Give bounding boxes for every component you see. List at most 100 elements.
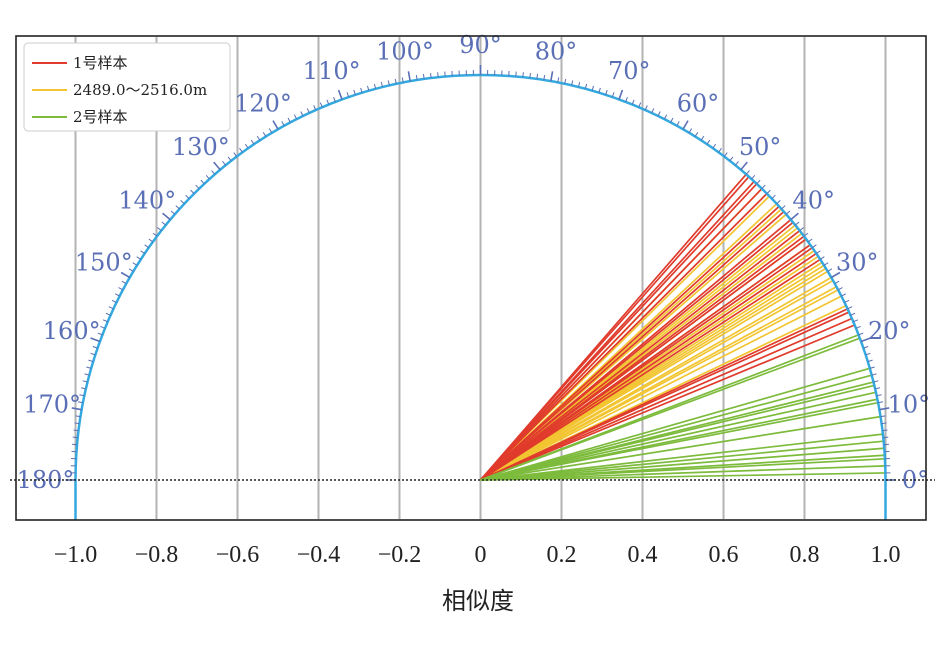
- arc-tick: [90, 352, 96, 356]
- ray-sample1: [480, 324, 855, 481]
- angle-label: 120°: [234, 89, 292, 117]
- arc-tick: [111, 299, 117, 303]
- arc-tick: [306, 108, 310, 114]
- arc-tick: [863, 346, 869, 349]
- arc-tick: [830, 271, 841, 279]
- arc-tick: [380, 82, 384, 88]
- ray-sample1: [479, 219, 792, 481]
- arc-tick: [694, 132, 699, 137]
- arc-tick: [841, 293, 847, 297]
- arc-tick: [121, 280, 127, 285]
- arc-tick: [663, 114, 668, 120]
- ray-sample1: [479, 211, 785, 481]
- arc-tick: [729, 156, 734, 162]
- arc-tick: [422, 73, 425, 80]
- ray-sample1: [480, 258, 821, 481]
- arc-tick: [256, 135, 261, 141]
- series-rays: [479, 173, 886, 481]
- legend: 1号样本 2489.0～2516.0m 2号样本: [23, 42, 231, 132]
- arc-tick: [811, 244, 817, 249]
- ray-sample2: [480, 415, 881, 481]
- angle-label: 10°: [888, 391, 931, 419]
- ray-sample2: [480, 465, 886, 481]
- x-tick-label: 0: [475, 542, 487, 568]
- arc-tick: [88, 359, 94, 363]
- arc-tick: [536, 73, 539, 80]
- arc-tick: [140, 250, 146, 254]
- arc-tick: [97, 332, 103, 336]
- arc-tick: [865, 352, 871, 356]
- arc-tick: [213, 161, 221, 171]
- arc-tick: [875, 387, 881, 390]
- x-tick-label: 0.8: [790, 542, 820, 568]
- ray-depth-range: [480, 295, 842, 481]
- arc-tick: [373, 83, 377, 89]
- arc-tick: [882, 429, 888, 432]
- arc-tick: [250, 139, 255, 145]
- arc-tick: [222, 161, 227, 166]
- arc-tick: [651, 108, 655, 114]
- arc-tick: [860, 337, 871, 343]
- ray-sample2: [480, 454, 885, 481]
- ray-sample1: [479, 193, 768, 481]
- ray-sample1: [479, 188, 763, 481]
- arc-tick: [102, 319, 108, 323]
- arc-tick: [847, 306, 853, 310]
- arc-tick: [740, 161, 748, 171]
- arc-tick: [815, 250, 821, 254]
- arc-tick: [550, 71, 554, 82]
- arc-tick: [293, 114, 298, 120]
- arc-tick: [313, 105, 317, 111]
- arc-tick: [128, 268, 134, 272]
- arc-tick: [326, 99, 330, 105]
- ray-sample1: [479, 229, 801, 481]
- angle-label: 170°: [23, 391, 81, 419]
- x-tick-label: 1.0: [871, 542, 901, 568]
- legend-label-sample1: 1号样本: [73, 54, 128, 72]
- arc-tick: [543, 74, 546, 81]
- arc-tick: [819, 256, 825, 260]
- arc-tick: [564, 78, 567, 84]
- angle-label: 150°: [75, 249, 133, 277]
- arc-tick: [118, 287, 124, 291]
- arc-tick: [785, 210, 791, 215]
- arc-tick: [157, 227, 162, 232]
- legend-box: [23, 42, 231, 132]
- angle-label: 130°: [172, 133, 230, 161]
- arc-tick: [723, 152, 728, 157]
- arc-tick: [84, 373, 90, 376]
- x-tick-label: −0.6: [216, 542, 260, 568]
- arc-tick: [92, 346, 98, 349]
- arc-tick: [799, 227, 804, 232]
- arc-tick: [287, 117, 291, 123]
- arc-tick: [618, 89, 624, 100]
- arc-tick: [227, 156, 232, 162]
- arc-tick: [644, 105, 648, 111]
- arc-tick: [873, 380, 879, 383]
- arc-tick: [233, 152, 238, 157]
- arc-tick: [706, 139, 711, 145]
- arc-tick: [79, 394, 85, 397]
- arc-tick: [766, 189, 771, 194]
- arc-tick: [152, 232, 158, 237]
- arc-tick: [557, 77, 560, 83]
- arc-tick: [407, 71, 411, 82]
- arc-tick: [136, 256, 142, 260]
- arc-tick: [584, 83, 588, 89]
- arc-tick: [751, 174, 756, 180]
- arc-tick: [571, 80, 574, 86]
- angle-label: 140°: [118, 186, 176, 214]
- arc-tick: [205, 174, 210, 180]
- angle-tick-labels: 0°10°20°30°40°50°60°70°80°90°100°110°120…: [17, 31, 931, 494]
- arc-tick: [734, 161, 739, 166]
- ray-depth-range: [480, 286, 837, 481]
- ray-sample1: [479, 180, 755, 481]
- legend-label-sample2: 2号样本: [73, 108, 128, 126]
- arc-tick: [272, 120, 279, 130]
- angle-label: 70°: [608, 57, 651, 85]
- arc-tick: [73, 429, 79, 432]
- ray-depth-range: [480, 276, 832, 481]
- arc-tick: [300, 111, 304, 117]
- arc-tick: [756, 179, 761, 185]
